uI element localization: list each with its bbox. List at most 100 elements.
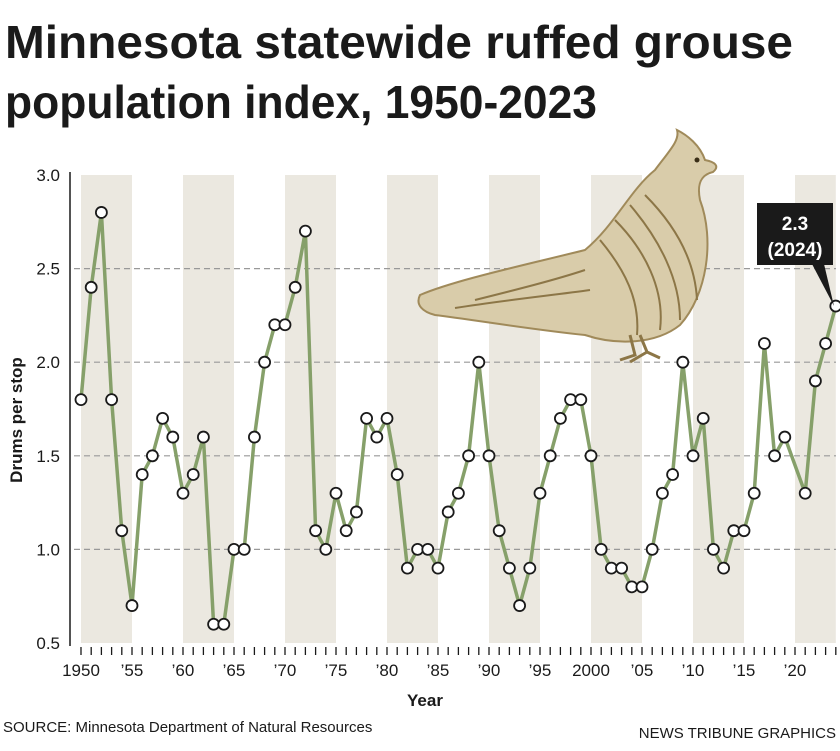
data-point [96, 207, 107, 218]
y-tick-label: 0.5 [36, 634, 60, 653]
y-tick-label: 3.0 [36, 166, 60, 185]
x-tick-label: 1950 [62, 661, 100, 680]
data-point [800, 488, 811, 499]
x-tick-label: ’75 [325, 661, 348, 680]
data-point [463, 450, 474, 461]
data-point [524, 563, 535, 574]
data-point [637, 581, 648, 592]
data-point [198, 432, 209, 443]
source-note: SOURCE: Minnesota Department of Natural … [3, 719, 372, 736]
data-point [596, 544, 607, 555]
data-point [830, 301, 840, 312]
data-point [341, 525, 352, 536]
data-point [708, 544, 719, 555]
chart-title-line2: population index, 1950-2023 [5, 76, 597, 128]
data-point [178, 488, 189, 499]
data-point [504, 563, 515, 574]
data-point [137, 469, 148, 480]
data-point [688, 450, 699, 461]
data-point [249, 432, 260, 443]
x-tick-label: ’85 [427, 661, 450, 680]
y-tick-label: 2.0 [36, 353, 60, 372]
x-tick-label: ’55 [121, 661, 144, 680]
data-point [422, 544, 433, 555]
data-point [759, 338, 770, 349]
data-point [310, 525, 321, 536]
x-tick-label: ’20 [784, 661, 807, 680]
data-point [433, 563, 444, 574]
data-point [820, 338, 831, 349]
data-point [575, 394, 586, 405]
data-point [371, 432, 382, 443]
year-band [81, 175, 132, 643]
data-point [514, 600, 525, 611]
data-point [239, 544, 250, 555]
data-point [453, 488, 464, 499]
data-point [657, 488, 668, 499]
data-point [769, 450, 780, 461]
data-point [280, 319, 291, 330]
data-point [218, 619, 229, 630]
data-point [106, 394, 117, 405]
data-point [494, 525, 505, 536]
data-point [667, 469, 678, 480]
year-band [183, 175, 234, 643]
chart-title-line1: Minnesota statewide ruffed grouse [5, 16, 793, 68]
data-point [290, 282, 301, 293]
data-point [300, 226, 311, 237]
data-point [86, 282, 97, 293]
data-point [647, 544, 658, 555]
data-point [127, 600, 138, 611]
x-axis-ticks: 1950 ’55 ’60 ’65 ’70 ’75 ’80 ’85 ’90 ’95 2000 ’05 ’1… [62, 647, 836, 680]
x-tick-label: 2000 [572, 661, 610, 680]
data-point [320, 544, 331, 555]
x-tick-label: ’80 [376, 661, 399, 680]
data-point [157, 413, 168, 424]
x-tick-label: ’70 [274, 661, 297, 680]
callout-year: (2024) [768, 240, 823, 261]
data-point [616, 563, 627, 574]
data-point [382, 413, 393, 424]
data-point [351, 506, 362, 517]
data-point [392, 469, 403, 480]
data-point [718, 563, 729, 574]
x-axis-label: Year [407, 691, 443, 710]
data-point [443, 506, 454, 517]
x-tick-label: ’60 [172, 661, 195, 680]
x-tick-label: ’65 [223, 661, 246, 680]
data-point [147, 450, 158, 461]
year-band [387, 175, 438, 643]
y-axis-label: Drums per stop [7, 357, 26, 483]
credit-note: NEWS TRIBUNE GRAPHICS [639, 725, 836, 742]
data-point [810, 375, 821, 386]
x-tick-label: ’05 [631, 661, 654, 680]
data-point [402, 563, 413, 574]
data-point [167, 432, 178, 443]
data-point [535, 488, 546, 499]
data-point [677, 357, 688, 368]
data-point [484, 450, 495, 461]
data-point [779, 432, 790, 443]
data-point [331, 488, 342, 499]
callout-value: 2.3 [782, 214, 808, 235]
x-tick-label: ’90 [478, 661, 501, 680]
data-point [749, 488, 760, 499]
data-point [739, 525, 750, 536]
data-point [586, 450, 597, 461]
data-point [545, 450, 556, 461]
data-point [259, 357, 270, 368]
y-tick-label: 2.5 [36, 260, 60, 279]
grouse-illustration-icon [418, 130, 716, 362]
data-point [698, 413, 709, 424]
x-tick-label: ’10 [682, 661, 705, 680]
data-point [76, 394, 87, 405]
data-point [361, 413, 372, 424]
y-tick-label: 1.0 [36, 540, 60, 559]
x-tick-label: ’95 [529, 661, 552, 680]
data-point [116, 525, 127, 536]
data-point [555, 413, 566, 424]
x-tick-label: ’15 [733, 661, 756, 680]
data-point [188, 469, 199, 480]
y-tick-label: 1.5 [36, 447, 60, 466]
